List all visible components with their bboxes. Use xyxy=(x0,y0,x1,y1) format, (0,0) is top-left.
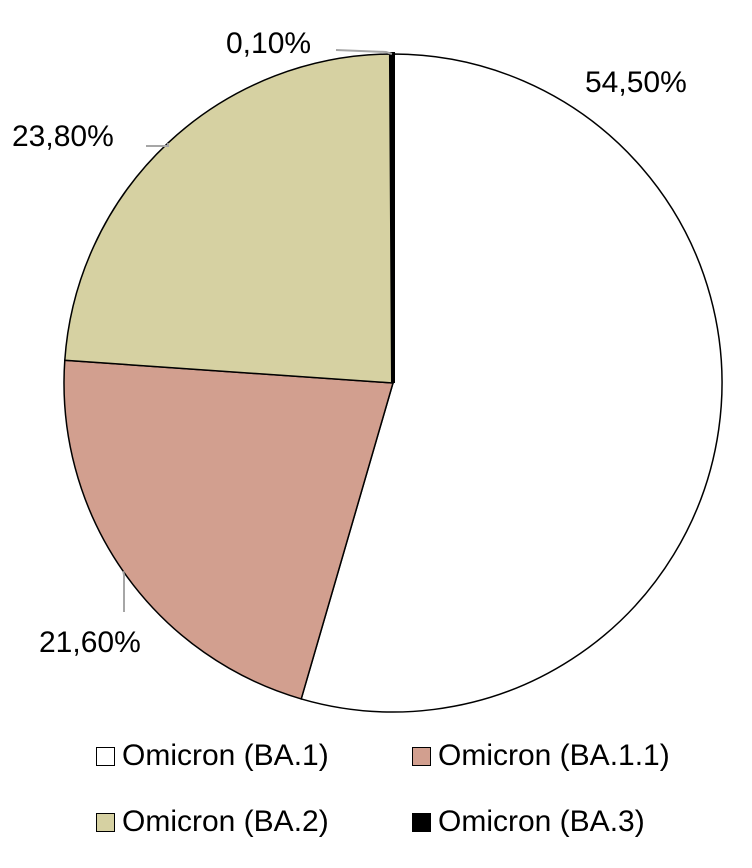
legend-swatch-ba2 xyxy=(96,812,115,832)
leader-line-ba1-1 xyxy=(122,571,125,612)
pie-slice-ba1 xyxy=(300,53,723,713)
legend-label-ba2: Omicron (BA.2) xyxy=(122,805,329,838)
pie-chart: 54,50% 21,60% 23,80% 0,10% xyxy=(12,27,723,713)
legend-label-ba3: Omicron (BA.3) xyxy=(438,805,645,838)
legend-swatch-ba3 xyxy=(412,812,431,832)
data-label-ba3: 0,10% xyxy=(226,27,311,60)
pie-slice-ba2 xyxy=(63,53,394,384)
legend-item-ba3: Omicron (BA.3) xyxy=(412,807,645,837)
data-label-ba2: 23,80% xyxy=(12,120,114,153)
leader-line-ba2 xyxy=(146,143,170,147)
legend-label-ba1-1: Omicron (BA.1.1) xyxy=(438,739,670,772)
legend-item-ba2: Omicron (BA.2) xyxy=(96,807,412,837)
data-label-ba1: 54,50% xyxy=(585,66,687,99)
pie-slice-ba3 xyxy=(388,51,395,384)
legend: Omicron (BA.1) Omicron (BA.1.1) Omicron … xyxy=(96,736,736,868)
data-label-ba1-1: 21,60% xyxy=(39,626,141,659)
leader-line-ba3 xyxy=(335,49,393,55)
legend-item-ba1: Omicron (BA.1) xyxy=(96,741,412,771)
legend-swatch-ba1 xyxy=(96,746,115,766)
legend-label-ba1: Omicron (BA.1) xyxy=(122,739,329,772)
legend-swatch-ba1-1 xyxy=(412,746,431,766)
legend-item-ba1-1: Omicron (BA.1.1) xyxy=(412,741,670,771)
